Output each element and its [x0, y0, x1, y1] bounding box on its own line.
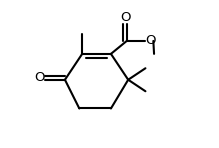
Text: O: O — [34, 71, 44, 84]
Text: O: O — [120, 11, 130, 24]
Text: O: O — [145, 34, 156, 48]
